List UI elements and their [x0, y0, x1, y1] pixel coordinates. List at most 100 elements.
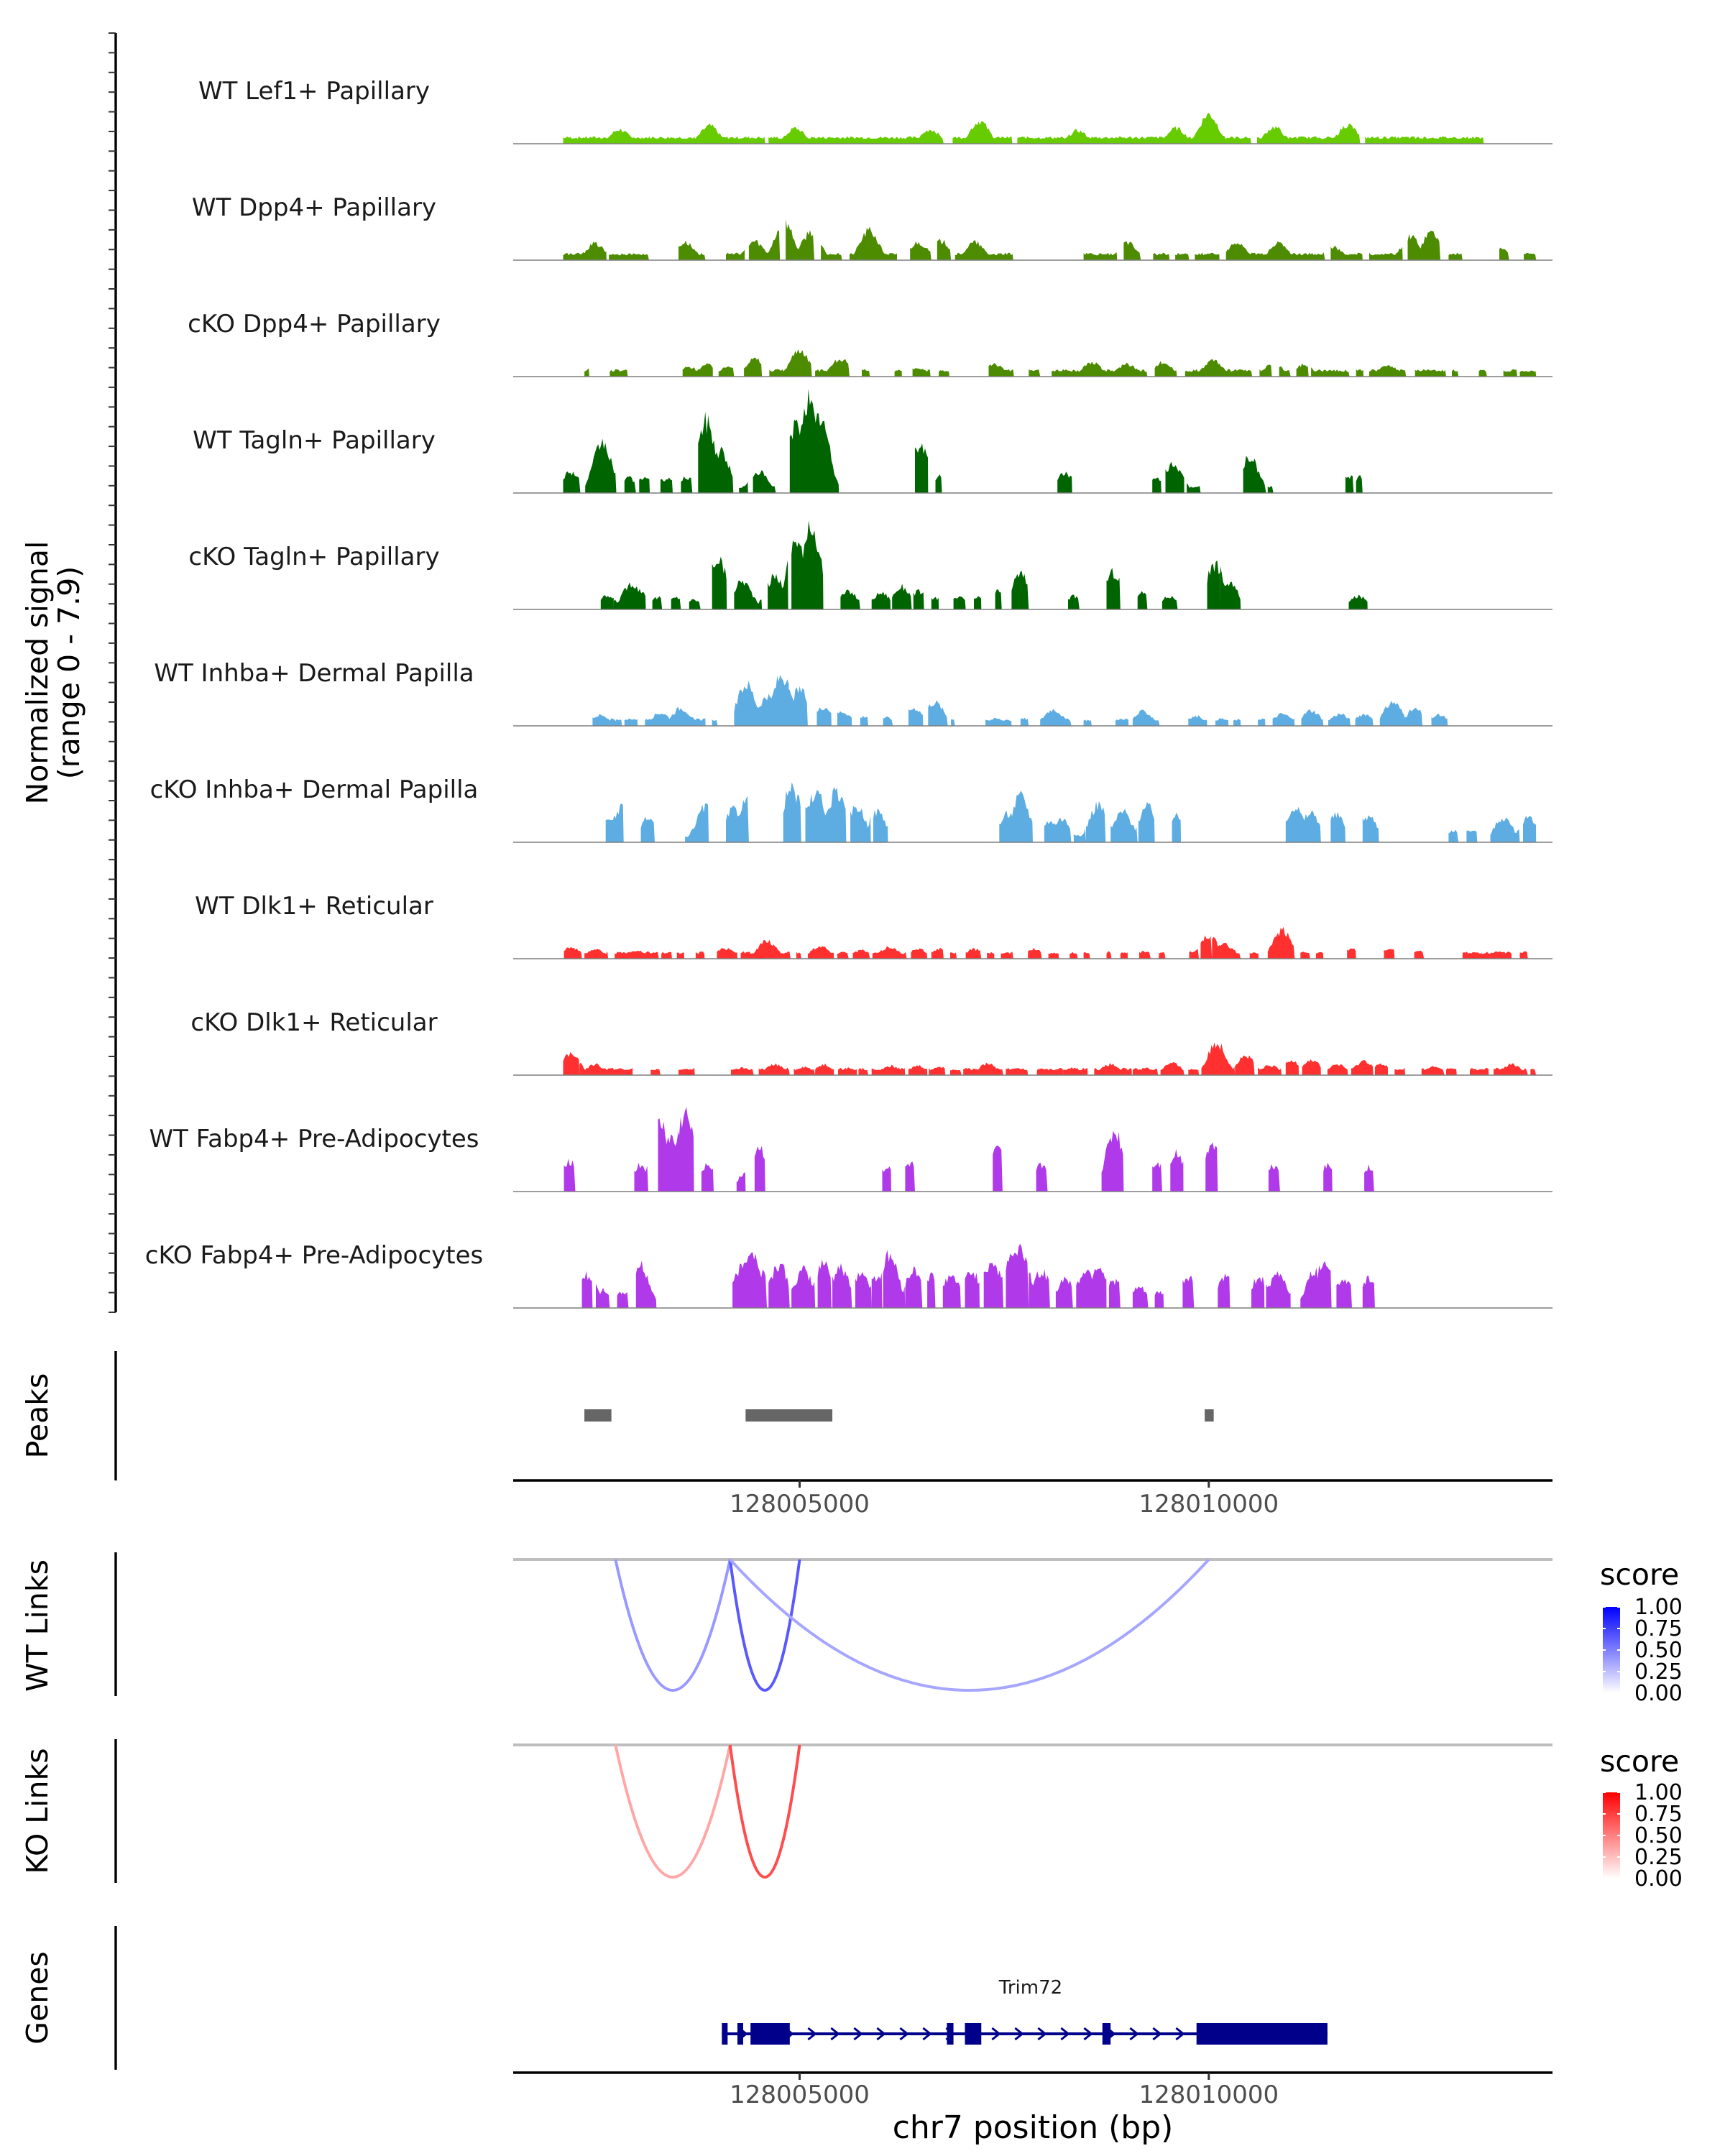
strand-arrow — [876, 2027, 886, 2041]
legend-tick-label: 0.25 — [1634, 1845, 1683, 1870]
x-tick-label: 128005000 — [730, 2081, 870, 2109]
strand-arrow — [1129, 2027, 1139, 2041]
track-label: cKO Tagln+ Papillary — [188, 543, 439, 571]
ko-score-legend: score 1.000.750.500.250.00 — [1600, 1744, 1683, 1892]
gene-exon — [750, 2023, 790, 2045]
wt-link-arcs — [614, 1558, 1210, 1692]
peak-interval — [1205, 1409, 1214, 1422]
x-tick-label: 128005000 — [730, 1490, 870, 1519]
legend-tick-label: 0.00 — [1634, 1866, 1683, 1892]
track-label: WT Dlk1+ Reticular — [195, 892, 433, 921]
coverage-track: WT Lef1+ Papillary — [198, 77, 1552, 144]
coverage-track: WT Dlk1+ Reticular — [195, 892, 1552, 959]
ko-legend-title: score — [1600, 1744, 1679, 1779]
track-label: cKO Dlk1+ Reticular — [190, 1008, 437, 1037]
track-label: cKO Fabp4+ Pre-Adipocytes — [145, 1241, 484, 1270]
strand-arrow — [1083, 2027, 1093, 2041]
x-tick-label: 128010000 — [1138, 2081, 1279, 2109]
peak-intervals — [584, 1409, 1214, 1422]
legend-tick-label: 0.75 — [1634, 1616, 1683, 1641]
coverage-area — [564, 926, 1528, 959]
x-tick-label: 128010000 — [1138, 1490, 1279, 1519]
link-arc — [728, 1744, 801, 1879]
wt-legend-title: score — [1600, 1557, 1679, 1592]
coverage-track: WT Fabp4+ Pre-Adipocytes — [150, 1107, 1552, 1192]
strand-arrow — [991, 2027, 1001, 2041]
legend-tick-label: 0.75 — [1634, 1802, 1683, 1827]
coverage-y-ticks — [109, 32, 116, 1313]
strand-arrow — [1037, 2027, 1047, 2041]
ko-legend-ticks: 1.000.750.500.250.00 — [1603, 1780, 1683, 1892]
strand-arrow — [1175, 2027, 1185, 2041]
coverage-tracks: WT Lef1+ Papillary WT Dpp4+ Papillary cKO … — [145, 77, 1552, 1309]
wt-legend-ticks: 1.000.750.500.250.00 — [1603, 1595, 1683, 1706]
track-label: WT Inhba+ Dermal Papilla — [154, 659, 474, 688]
legend-tick-label: 0.50 — [1634, 1638, 1683, 1663]
track-label: WT Lef1+ Papillary — [198, 77, 430, 106]
legend-tick-label: 0.50 — [1634, 1823, 1683, 1848]
coverage-track: WT Inhba+ Dermal Papilla — [154, 659, 1552, 727]
peaks-label: Peaks — [20, 1373, 55, 1459]
strand-arrow — [899, 2027, 909, 2041]
strand-arrow — [1152, 2027, 1162, 2041]
coverage-track: WT Dpp4+ Papillary — [192, 193, 1552, 261]
strand-arrow — [853, 2027, 863, 2041]
coverage-track: cKO Inhba+ Dermal Papilla — [150, 775, 1552, 843]
ko-links-label: KO Links — [20, 1748, 55, 1874]
peaks-x-ticks: 128005000 128010000 — [730, 1480, 1279, 1519]
strand-arrow — [922, 2027, 932, 2041]
track-label: WT Fabp4+ Pre-Adipocytes — [150, 1125, 479, 1153]
genes-panel: Genes Trim72 128005000 128010000 chr7 pos… — [20, 1926, 1552, 2146]
gene-model — [722, 2023, 1328, 2045]
coverage-track: WT Tagln+ Papillary — [193, 388, 1552, 494]
coverage-track: cKO Dlk1+ Reticular — [190, 1008, 1552, 1076]
legend-tick-label: 1.00 — [1634, 1595, 1683, 1620]
coverage-area — [592, 674, 1448, 726]
wt-links-panel: WT Links score 1.000.750.500.250.00 — [20, 1552, 1683, 1706]
gene-exon — [1102, 2023, 1111, 2045]
wt-links-label: WT Links — [20, 1560, 55, 1692]
track-label: cKO Inhba+ Dermal Papilla — [150, 775, 479, 804]
gene-exon — [1196, 2023, 1328, 2045]
coverage-track: cKO Fabp4+ Pre-Adipocytes — [145, 1241, 1552, 1309]
genes-x-ticks: 128005000 128010000 — [730, 2073, 1279, 2109]
track-label: cKO Dpp4+ Papillary — [188, 310, 441, 338]
legend-tick-label: 0.25 — [1634, 1659, 1683, 1685]
strand-arrow — [830, 2027, 840, 2041]
coverage-area — [581, 1243, 1375, 1308]
coverage-area — [563, 388, 1363, 493]
peak-interval — [745, 1409, 833, 1422]
ko-links-panel: KO Links score 1.000.750.500.250.00 — [20, 1739, 1683, 1892]
gene-name-label: Trim72 — [998, 1977, 1062, 1999]
coverage-y-title-line2: (range 0 - 7.9) — [52, 566, 86, 779]
strand-arrow — [1014, 2027, 1024, 2041]
coverage-area — [600, 520, 1368, 609]
ko-link-arcs — [614, 1744, 801, 1879]
link-arc — [729, 1558, 1210, 1692]
coverage-panel: Normalized signal (range 0 - 7.9) WT Lef… — [20, 32, 1552, 1313]
legend-tick-label: 1.00 — [1634, 1780, 1683, 1805]
coverage-track: cKO Tagln+ Papillary — [188, 520, 1552, 610]
coverage-area — [563, 1042, 1537, 1075]
track-label: WT Tagln+ Papillary — [193, 426, 436, 455]
coverage-area — [563, 112, 1484, 144]
wt-score-legend: score 1.000.750.500.250.00 — [1600, 1557, 1683, 1706]
track-label: WT Dpp4+ Papillary — [192, 193, 436, 222]
gene-exon — [722, 2023, 728, 2045]
link-arc — [614, 1559, 732, 1692]
legend-tick-label: 0.00 — [1634, 1681, 1683, 1706]
coverage-area — [563, 218, 1537, 260]
gene-exon — [947, 2023, 954, 2045]
strand-arrow — [1060, 2027, 1070, 2041]
coverage-area — [584, 349, 1537, 377]
strand-arrow — [807, 2027, 817, 2041]
coverage-area — [605, 782, 1537, 842]
gene-exon — [965, 2023, 982, 2045]
coverage-track: cKO Dpp4+ Papillary — [188, 310, 1552, 377]
genes-label: Genes — [20, 1951, 55, 2045]
coverage-y-title-line1: Normalized signal — [20, 541, 55, 805]
peak-interval — [584, 1409, 612, 1422]
coverage-area — [564, 1107, 1374, 1192]
link-arc — [728, 1559, 801, 1692]
